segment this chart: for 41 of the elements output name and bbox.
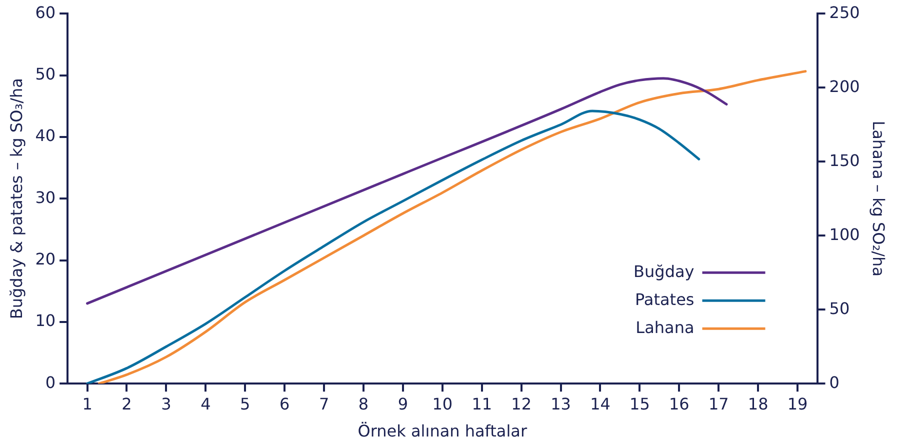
y-tick-label: 0 [45,372,56,392]
x-tick-label: 6 [279,394,290,414]
legend-label: Patates [634,290,694,309]
x-tick-label: 4 [200,394,211,414]
x-tick-label: 13 [550,394,571,414]
y-tick-label: 30 [35,188,56,207]
y-tick-label: 60 [35,2,56,22]
x-tick-label: 17 [708,394,729,414]
y2-tick-label: 200 [829,76,860,96]
x-tick-label: 2 [122,394,132,414]
y2-axis-title: Lahana – kg SO₂/ha [869,120,888,276]
legend-label: Buğday [634,262,694,281]
x-tick-label: 15 [630,394,650,414]
x-tick-label: 7 [318,394,330,414]
x-tick-label: 14 [590,394,610,414]
x-tick-label: 18 [748,394,768,414]
line-series [86,110,700,384]
x-tick-label: 10 [432,394,453,414]
x-tick-label: 5 [240,394,250,414]
line-series [86,77,728,305]
x-tick-label: 12 [511,394,532,414]
x-tick-label: 11 [472,394,492,414]
y2-tick-label: 50 [829,298,850,318]
y-tick-label: 10 [35,311,56,330]
x-tick-label: 16 [668,394,690,414]
y2-tick-label: 250 [829,2,860,22]
y2-tick-label: 100 [829,224,860,244]
y2-tick-label: 150 [829,150,860,170]
y-tick-label: 20 [35,249,56,268]
x-tick-label: 3 [161,394,172,414]
x-tick-label: 1 [82,394,92,414]
y-axis-title: Buğday & patates – kg SO₃/ha [6,78,26,320]
line-series [98,70,807,384]
x-tick-label: 19 [787,394,808,414]
legend-label: Lahana [636,318,694,337]
x-axis-title: Örnek alınan haftalar [358,422,528,441]
x-tick-label: 8 [358,394,369,414]
y-tick-label: 40 [35,126,56,146]
y-tick-label: 50 [35,64,56,84]
x-tick-label: 9 [398,394,408,414]
y2-tick-label: 0 [829,372,840,392]
